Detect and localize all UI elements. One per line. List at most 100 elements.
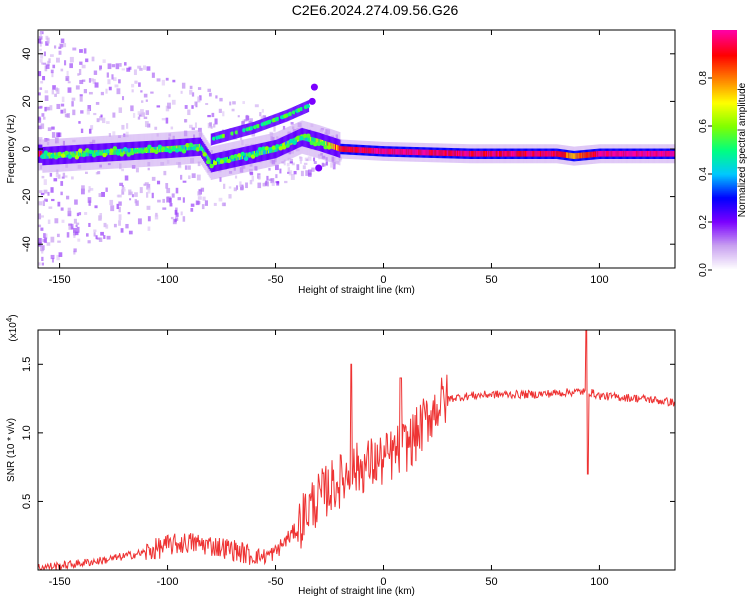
branch-dot (275, 116, 280, 121)
noise-mark (95, 101, 100, 105)
ridge-core (154, 146, 156, 153)
noise-mark (118, 220, 121, 226)
ridge-core (416, 149, 419, 156)
ridge-core (359, 147, 361, 153)
noise-mark (143, 183, 147, 186)
ridge-core (669, 150, 671, 157)
noise-mark (56, 132, 61, 138)
noise-mark (147, 226, 151, 231)
spectrogram-dots (40, 133, 332, 169)
ridge-core (333, 144, 336, 150)
ridge-core (592, 151, 595, 158)
ridge-dot (57, 151, 62, 157)
branch-band (228, 128, 230, 141)
colorbar-swatch (712, 262, 737, 265)
ridge-core (511, 150, 514, 157)
ridge-core (77, 151, 80, 157)
x-tick-label: -50 (268, 576, 284, 588)
branch-band (237, 126, 239, 138)
colorbar-swatch (712, 172, 737, 175)
noise-mark (98, 237, 103, 242)
noise-mark (79, 94, 83, 97)
noise-mark (221, 202, 225, 206)
ridge-core (348, 146, 351, 153)
ridge-core (412, 149, 414, 156)
ridge-core (123, 148, 125, 155)
y-multiplier-label: (x104) (5, 314, 19, 341)
ridge-core (667, 150, 669, 157)
noise-mark (330, 162, 334, 168)
ridge-core (504, 150, 506, 157)
ridge-core (567, 152, 569, 159)
ridge-core (435, 149, 437, 156)
noise-mark (189, 89, 193, 95)
noise-mark (93, 232, 96, 237)
ridge-core (190, 144, 192, 151)
noise-mark (81, 79, 86, 82)
colorbar-swatch (712, 70, 737, 73)
noise-mark (57, 240, 61, 243)
noise-mark (90, 187, 94, 191)
ridge-dot (323, 144, 328, 150)
colorbar-swatch (712, 128, 737, 131)
ridge-core (310, 136, 312, 143)
branch-dot (230, 131, 235, 136)
noise-mark (276, 181, 280, 184)
ridge-core (305, 135, 307, 142)
ridge-core (428, 149, 431, 156)
ridge-core (590, 151, 592, 158)
ridge-core (350, 146, 352, 153)
ridge-core (520, 150, 522, 157)
noise-mark (288, 170, 293, 176)
ridge-core (568, 152, 570, 159)
ridge-core (112, 149, 114, 155)
ridge-core (378, 148, 380, 154)
branch-band (238, 125, 241, 138)
noise-mark (228, 194, 232, 199)
colorbar-tick-label: 0.4 (698, 167, 709, 181)
noise-mark (79, 49, 83, 53)
ridge-core (373, 147, 375, 154)
colorbar-swatch (712, 54, 737, 57)
ridge-dot (247, 152, 252, 158)
ridge-core (514, 150, 516, 157)
ridge-core (262, 149, 264, 155)
noise-mark (85, 171, 88, 174)
ridge-core (169, 145, 171, 152)
ridge-core (673, 150, 675, 157)
branch-band (239, 125, 242, 138)
ridge-core (503, 150, 505, 157)
ridge-core (160, 146, 162, 153)
noise-mark (291, 162, 295, 166)
noise-mark (114, 84, 119, 88)
ridge-core (666, 150, 668, 157)
ridge-core (479, 150, 481, 157)
ridge-core (643, 150, 645, 157)
noise-mark (38, 117, 42, 123)
ridge-dot (43, 150, 48, 155)
ridge-core (311, 136, 313, 143)
noise-mark (101, 191, 105, 197)
colorbar-swatch (712, 162, 737, 165)
noise-mark (67, 210, 72, 217)
colorbar-swatch (712, 32, 737, 35)
branch-band (302, 102, 304, 115)
ridge-core (79, 151, 81, 157)
noise-mark (237, 115, 240, 118)
noise-mark (141, 100, 144, 103)
ridge-core (588, 151, 590, 158)
ridge-core (474, 150, 476, 157)
noise-mark (213, 202, 217, 206)
noise-mark (68, 225, 73, 230)
x-tick-label: -100 (157, 274, 179, 286)
ridge-core (284, 142, 286, 148)
noise-mark (121, 187, 126, 190)
noise-mark (95, 235, 98, 240)
noise-mark (41, 113, 45, 117)
noise-mark (57, 201, 61, 207)
noise-mark (56, 57, 60, 63)
ridge-dot (71, 152, 76, 158)
noise-mark (147, 167, 150, 171)
ridge-core (615, 150, 617, 157)
branch-dot (234, 130, 239, 135)
